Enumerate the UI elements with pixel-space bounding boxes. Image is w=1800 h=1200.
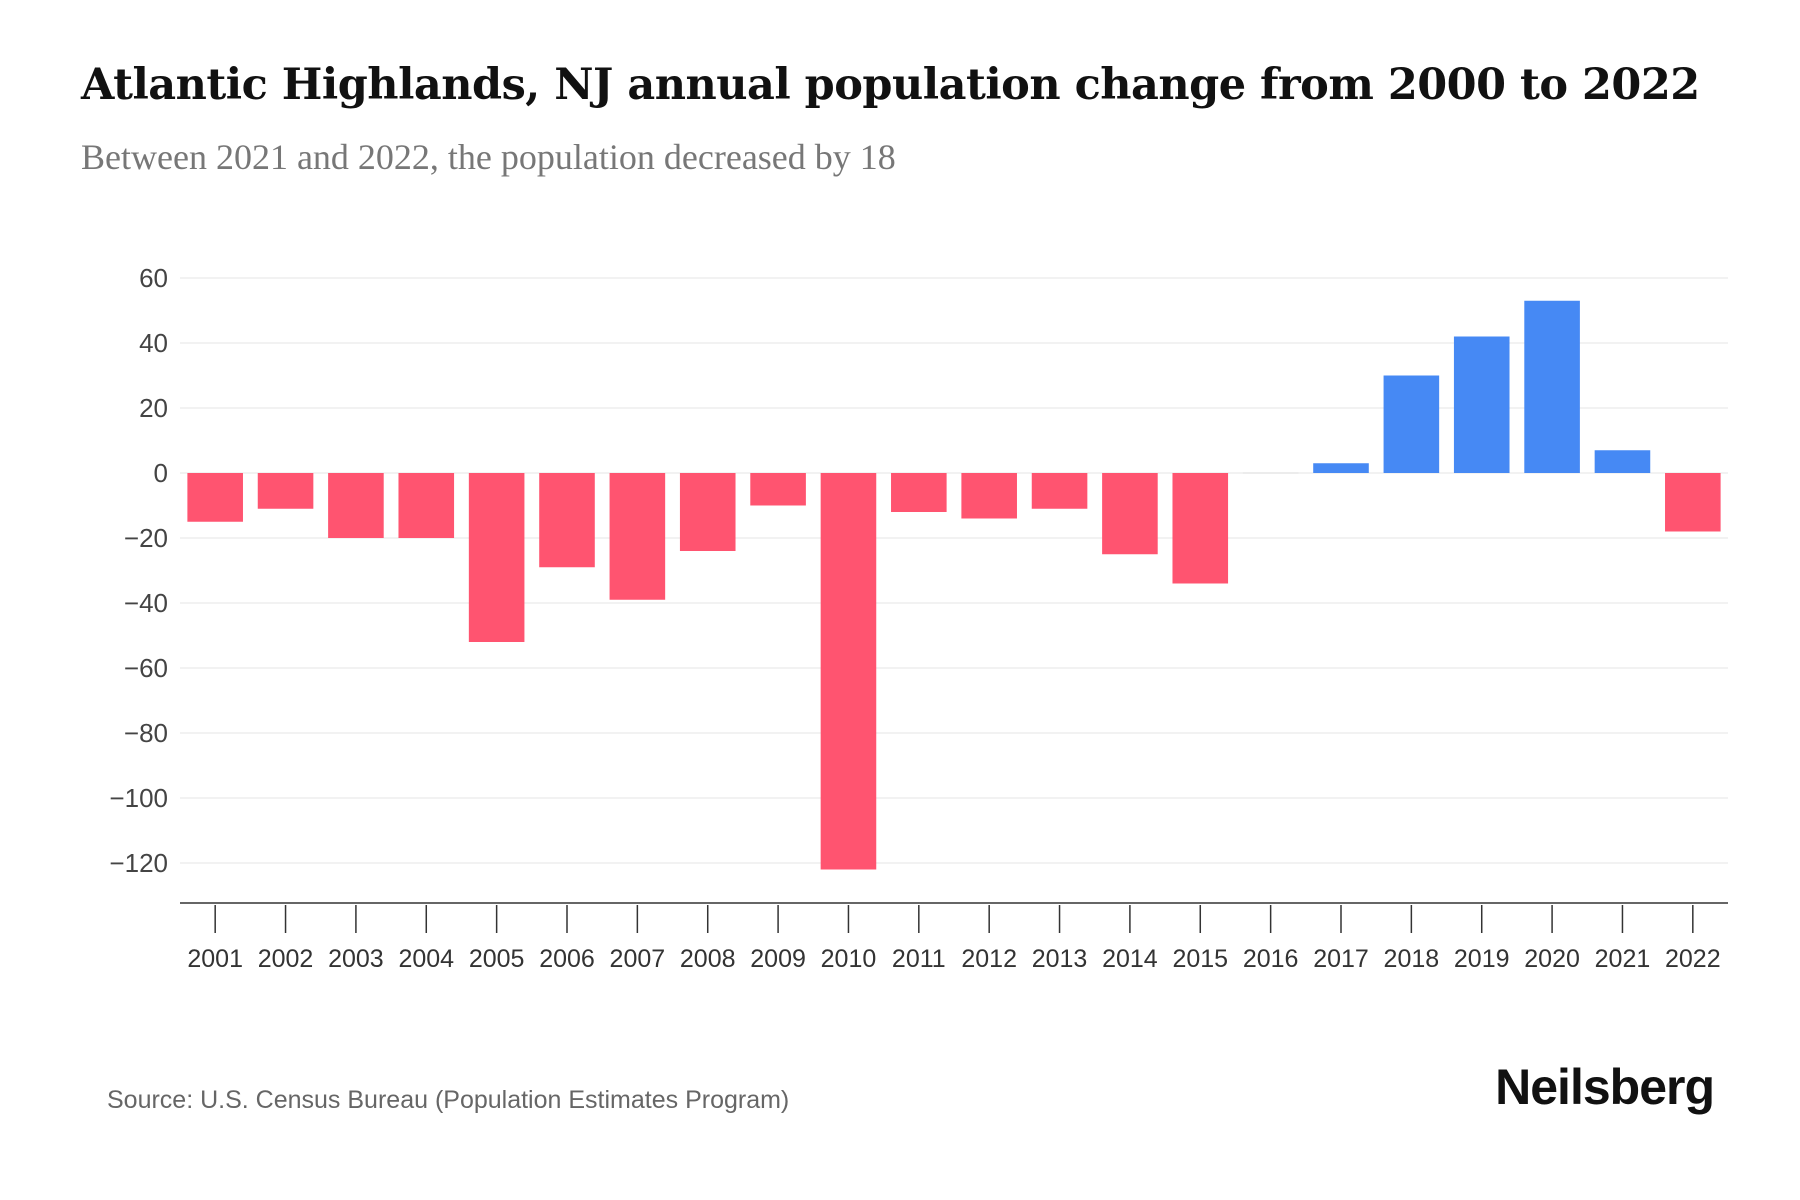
y-tick-label: −100 <box>109 783 168 813</box>
x-tick-label: 2021 <box>1595 945 1651 973</box>
x-tick-label: 2008 <box>680 945 736 973</box>
bar-2005 <box>468 473 525 642</box>
bar-2006 <box>539 473 595 568</box>
y-tick-label: −120 <box>109 848 168 878</box>
x-tick-label: 2020 <box>1524 945 1580 973</box>
chart-subtitle: Between 2021 and 2022, the population de… <box>81 137 896 177</box>
x-tick-label: 2007 <box>610 945 666 973</box>
bar-2021 <box>1594 450 1651 473</box>
x-tick-label: 2002 <box>258 945 314 973</box>
y-tick-label: 40 <box>139 328 168 358</box>
y-tick-label: 0 <box>154 458 168 488</box>
bar-2012 <box>961 473 1017 519</box>
x-tick-label: 2004 <box>398 945 454 973</box>
x-tick-label: 2003 <box>328 945 384 973</box>
x-tick-label: 2006 <box>539 945 595 973</box>
bar-2015 <box>1172 473 1229 584</box>
bar-2007 <box>609 473 666 600</box>
x-tick-label: 2001 <box>187 945 243 973</box>
x-tick-label: 2005 <box>469 945 525 973</box>
x-tick-label: 2018 <box>1384 945 1440 973</box>
source-note: Source: U.S. Census Bureau (Population E… <box>107 1086 790 1114</box>
bar-2020 <box>1524 300 1580 473</box>
y-tick-label: 20 <box>139 393 168 423</box>
y-tick-label: −60 <box>124 653 168 683</box>
bar-2002 <box>257 473 314 509</box>
bar-2004 <box>398 473 455 538</box>
x-tick-label: 2011 <box>892 945 946 973</box>
x-tick-label: 2014 <box>1102 945 1158 973</box>
x-tick-label: 2015 <box>1172 945 1228 973</box>
x-tick-label: 2017 <box>1313 945 1369 973</box>
neilsberg-logo: Neilsberg <box>1495 1059 1715 1115</box>
y-tick-label: −40 <box>124 588 168 618</box>
x-tick-label: 2012 <box>961 945 1017 973</box>
y-tick-label: −80 <box>124 718 168 748</box>
bar-2008 <box>679 473 736 551</box>
x-tick-label: 2010 <box>821 945 877 973</box>
bar-2003 <box>328 473 384 538</box>
bar-2013 <box>1031 473 1088 509</box>
bar-2011 <box>891 473 947 512</box>
x-tick-label: 2016 <box>1243 945 1299 973</box>
bar-2014 <box>1102 473 1158 555</box>
bar-2019 <box>1453 336 1510 473</box>
bar-2018 <box>1383 375 1440 473</box>
y-tick-label: 60 <box>139 263 168 293</box>
bar-2001 <box>187 473 243 522</box>
y-tick-label: −20 <box>124 523 168 553</box>
x-tick-label: 2013 <box>1032 945 1088 973</box>
chart-title: Atlantic Highlands, NJ annual population… <box>81 60 1700 110</box>
bar-2010 <box>820 473 877 870</box>
x-tick-label: 2019 <box>1454 945 1510 973</box>
bar-2022 <box>1665 473 1721 532</box>
x-tick-label: 2009 <box>750 945 806 973</box>
bar-2017 <box>1313 463 1369 473</box>
x-tick-label: 2022 <box>1665 945 1721 973</box>
bar-2009 <box>750 473 806 506</box>
